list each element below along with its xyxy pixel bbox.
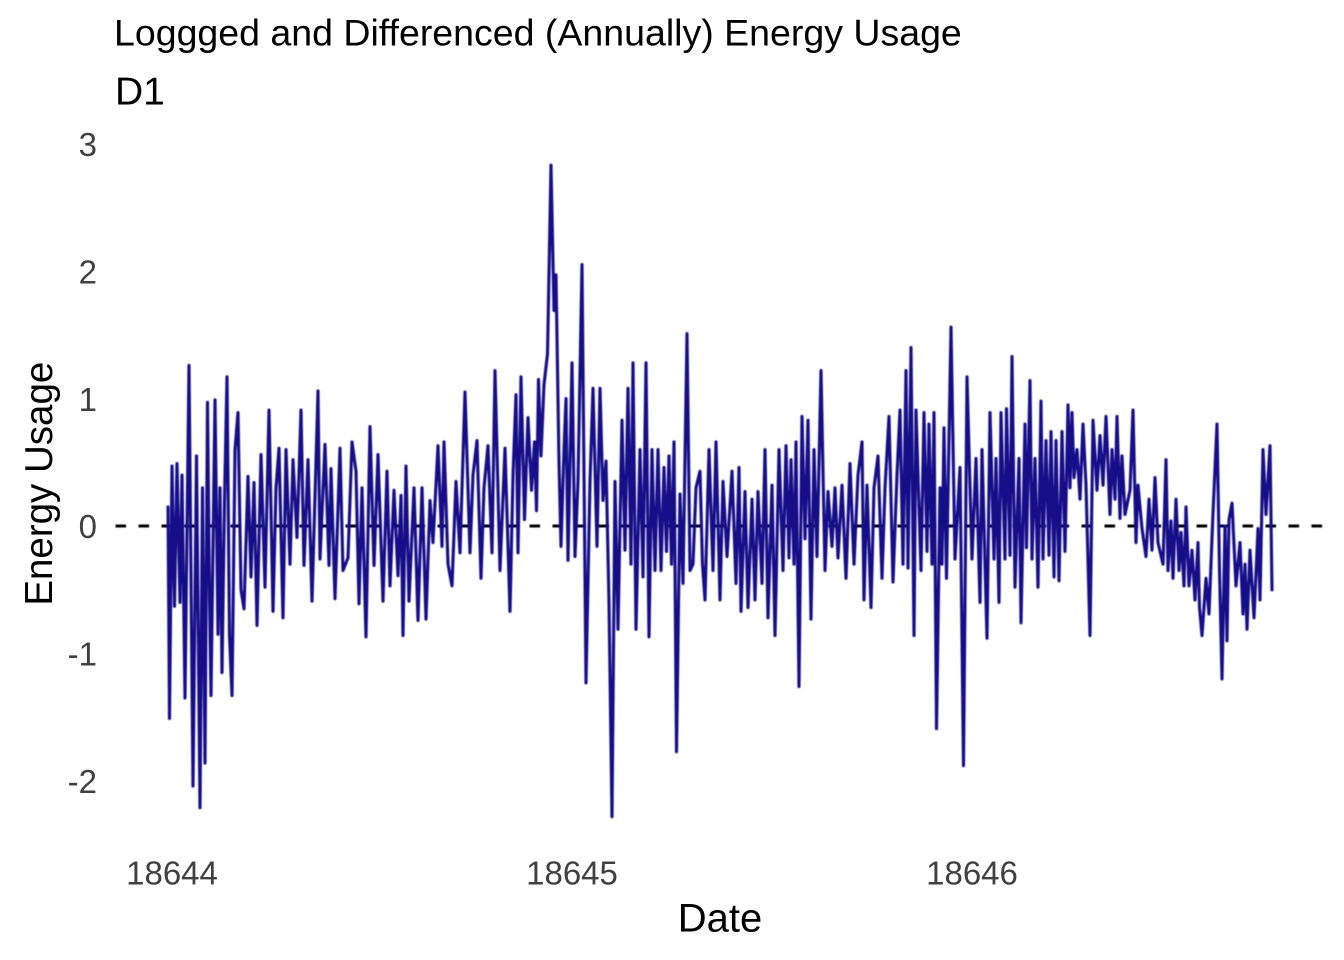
- svg-text:Loggged and Differenced (Annua: Loggged and Differenced (Annually) Energ…: [114, 12, 962, 54]
- svg-text:-1: -1: [68, 636, 97, 673]
- svg-text:-2: -2: [68, 763, 97, 800]
- svg-text:18646: 18646: [926, 854, 1018, 891]
- svg-text:D1: D1: [115, 71, 165, 114]
- svg-text:3: 3: [79, 126, 97, 163]
- svg-text:Energy Usage: Energy Usage: [18, 362, 61, 606]
- svg-text:Date: Date: [678, 897, 763, 941]
- svg-text:0: 0: [79, 508, 97, 545]
- svg-text:2: 2: [79, 254, 97, 291]
- svg-text:18645: 18645: [526, 854, 618, 891]
- svg-text:1: 1: [79, 381, 97, 418]
- svg-text:18644: 18644: [126, 854, 218, 891]
